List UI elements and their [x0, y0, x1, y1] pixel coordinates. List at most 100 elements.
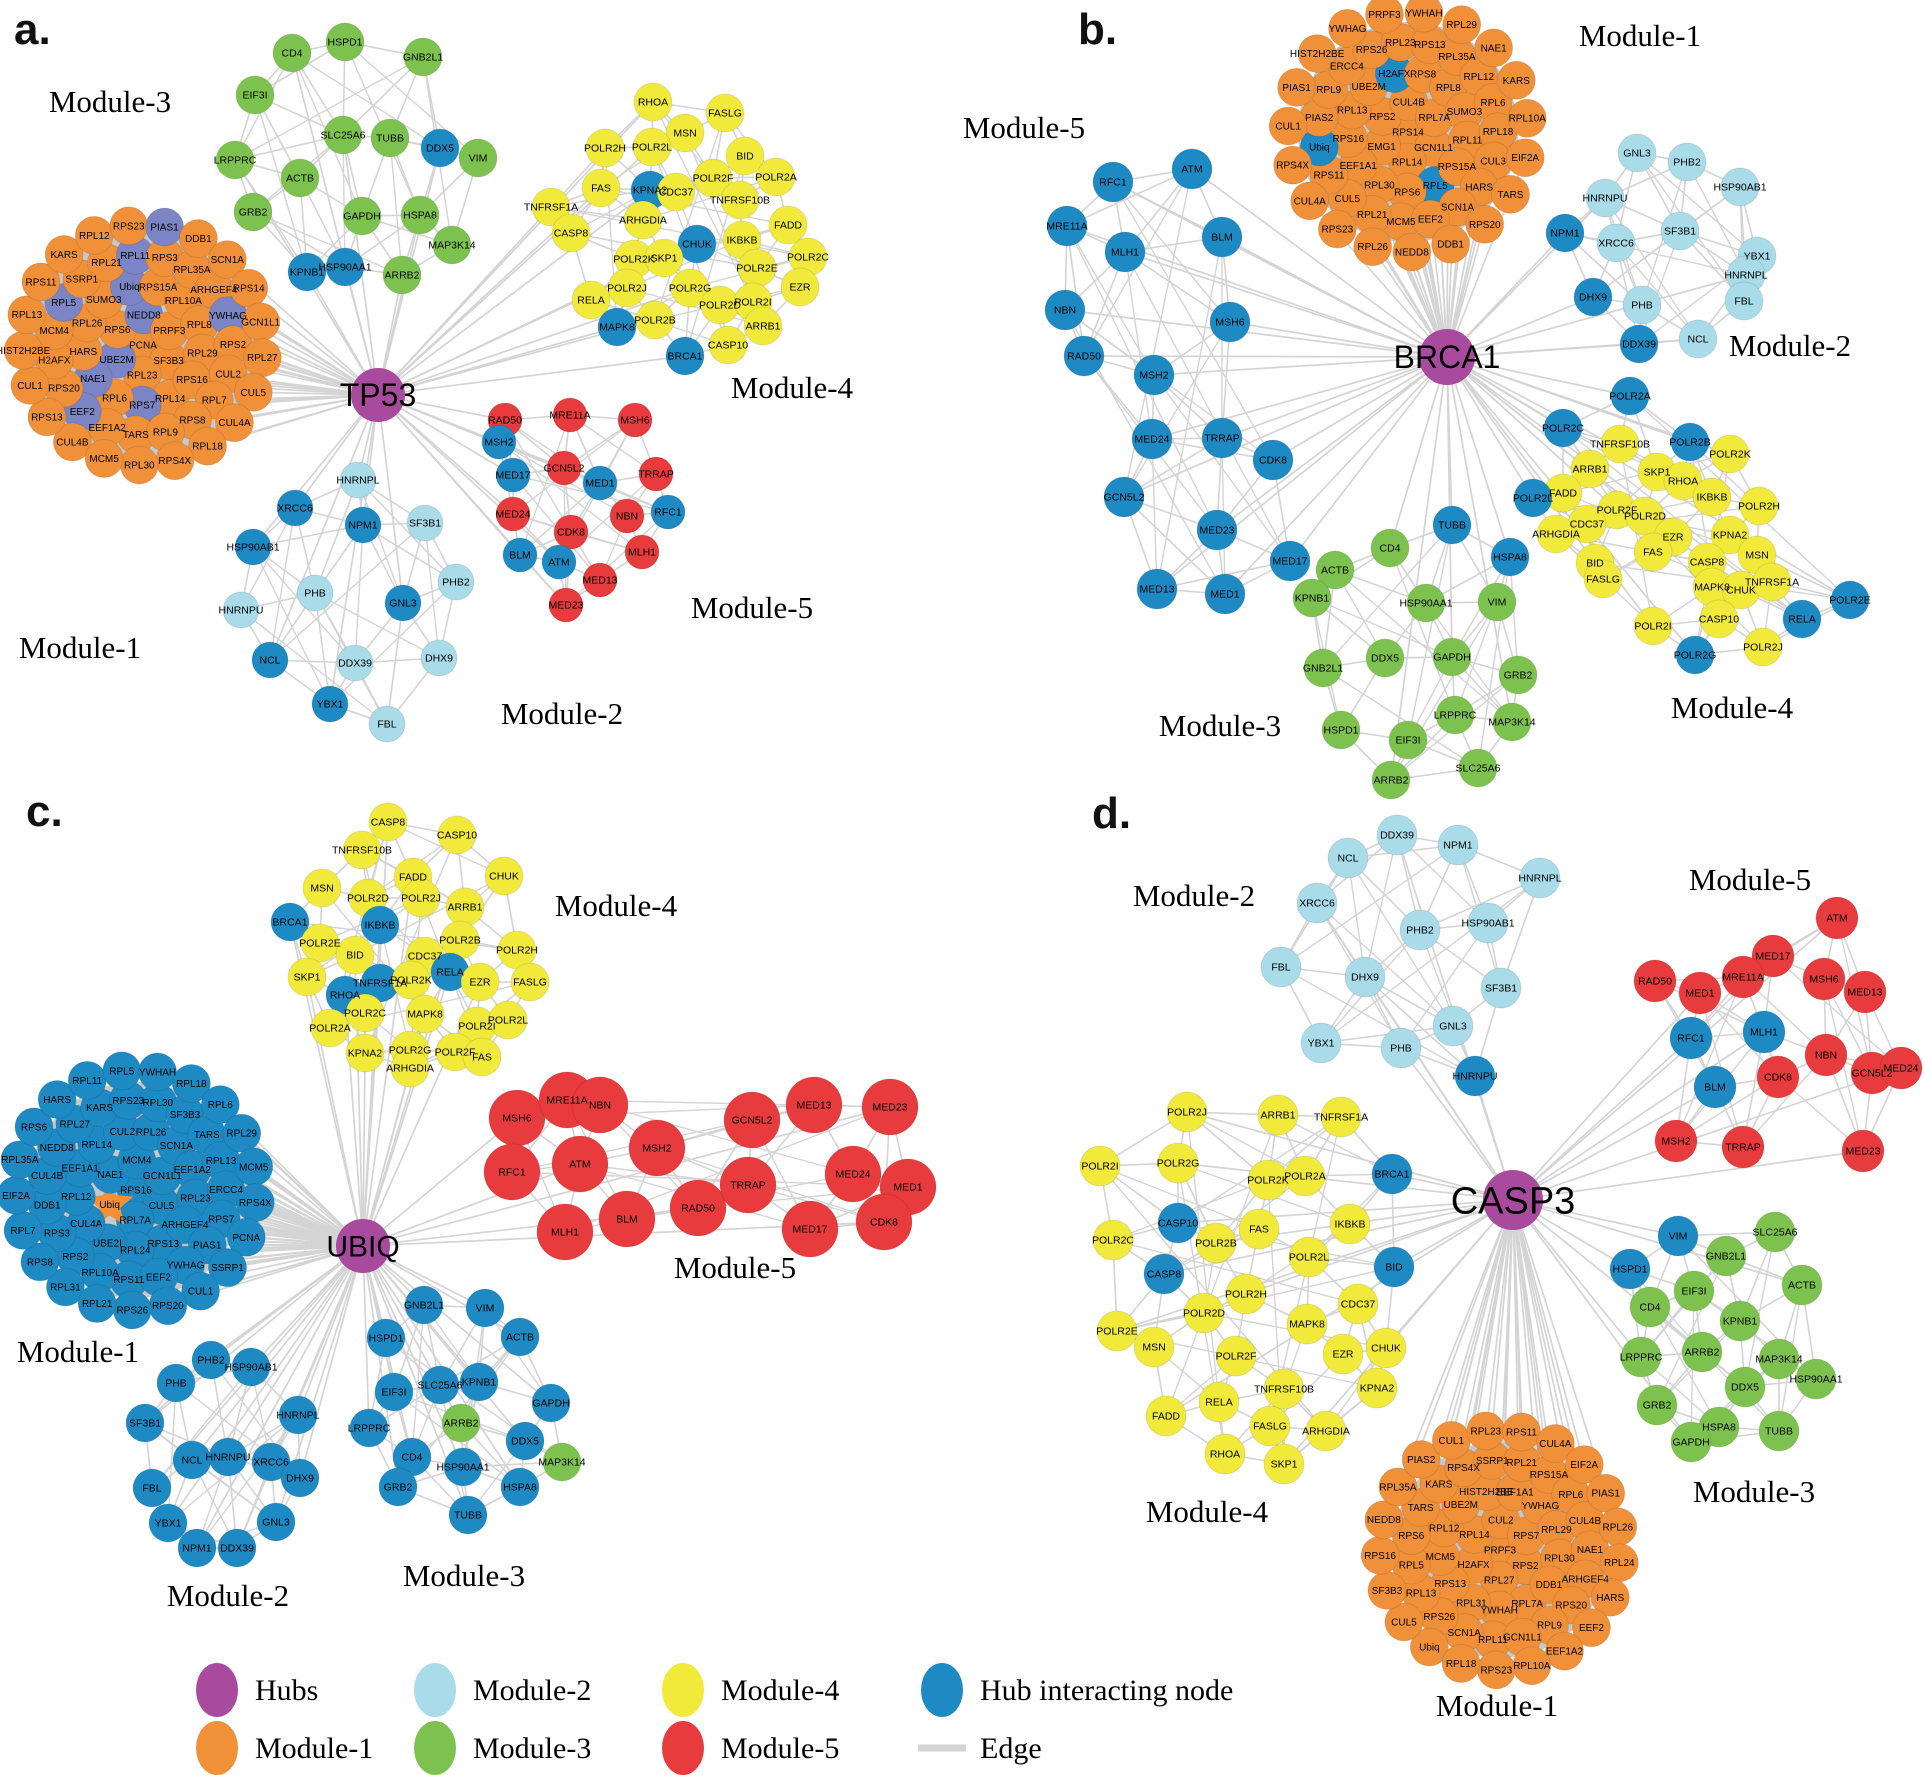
- node-label: HNRNPU: [219, 605, 264, 617]
- module-node: [1288, 1236, 1330, 1278]
- hub-edge: [1446, 343, 1640, 358]
- module-node: [378, 1467, 418, 1507]
- node-label: RPS13: [147, 1239, 179, 1250]
- node-label: RPL5: [109, 1066, 134, 1077]
- node-label: NCL: [181, 1455, 202, 1467]
- node-label: NPM1: [1443, 840, 1472, 852]
- edge: [1124, 251, 1153, 440]
- node-label: ARRB2: [384, 270, 419, 282]
- node-label: EEF1A2: [1546, 1647, 1584, 1658]
- node-label: POLR2A: [1284, 1171, 1325, 1183]
- module-node: [1670, 1421, 1712, 1463]
- node-label: TNFRSF1A: [353, 978, 407, 990]
- hub-edge: [1389, 356, 1448, 549]
- module-node: [623, 200, 663, 240]
- hub-edge: [1400, 1047, 1514, 1201]
- node-label: CUL5: [1334, 194, 1360, 205]
- module-node: [1384, 1602, 1424, 1642]
- node-label: RPS4X: [158, 456, 191, 467]
- edge: [1604, 197, 1699, 340]
- node-label: CASP8: [1690, 557, 1725, 569]
- node-label: FASLG: [513, 977, 547, 989]
- edge: [1454, 601, 1498, 716]
- module-node: [633, 82, 673, 122]
- node-label: NBN: [1815, 1050, 1837, 1062]
- node-label: EEF2: [1579, 1623, 1604, 1634]
- node-label: RPS7: [1513, 1531, 1540, 1542]
- node-label: RAD50: [488, 415, 522, 427]
- node-label: HSP90AB1: [224, 1362, 277, 1374]
- node-label: GNL3: [389, 598, 417, 610]
- hub-edge: [377, 394, 560, 563]
- node-label: RPS20: [1469, 220, 1501, 231]
- legend-swatch-m3: [414, 1721, 456, 1775]
- module-node: [1600, 424, 1640, 464]
- node-label: HSPD1: [368, 1333, 403, 1345]
- module-node: [1633, 959, 1677, 1003]
- node-label: MSH2: [1661, 1136, 1690, 1148]
- module-node: [1201, 417, 1243, 459]
- node-label: RPS4X: [1447, 1463, 1480, 1474]
- module-node: [1143, 1253, 1185, 1295]
- node-label: SSRP1: [1476, 1456, 1509, 1467]
- node-label: HSP90AA1: [1399, 598, 1452, 610]
- module-node: [342, 196, 382, 236]
- module-node: [276, 489, 314, 527]
- edge: [1364, 834, 1398, 978]
- hub-edge: [1191, 168, 1448, 358]
- node-label: MSH6: [1809, 974, 1838, 986]
- node-label: RPL6: [208, 1100, 233, 1111]
- node-label: MAPK8: [1694, 582, 1730, 594]
- edge: [389, 137, 403, 276]
- node-label: RPL26: [1357, 242, 1388, 253]
- edge: [252, 524, 364, 548]
- node-label: BID: [1586, 558, 1604, 570]
- module-node: [488, 1000, 528, 1040]
- module-node: [1721, 1125, 1765, 1169]
- node-label: PIAS2: [1305, 113, 1334, 124]
- node-label: NAE1: [1577, 1545, 1604, 1556]
- module-node: [125, 1403, 165, 1443]
- node-label: CUL1: [1275, 121, 1301, 132]
- module-node: [551, 1135, 609, 1193]
- module-node: [1719, 1300, 1761, 1342]
- module-node: [1490, 537, 1530, 577]
- hub-label: BRCA1: [1394, 339, 1501, 375]
- module-node: [510, 962, 550, 1002]
- node-label: ARRB1: [1572, 464, 1607, 476]
- module-node: [52, 422, 92, 462]
- node-label: POLR2C: [787, 252, 829, 264]
- node-label: POLR2B: [1669, 437, 1710, 449]
- node-label: MED1: [1210, 589, 1239, 601]
- node-label: CHUK: [489, 871, 519, 883]
- node-label: CUL4A: [1539, 1439, 1572, 1450]
- module-node: [1277, 67, 1317, 107]
- module-node: [1378, 1467, 1418, 1507]
- node-label: EZR: [1333, 1349, 1354, 1361]
- module-title: Module-4: [731, 370, 854, 405]
- node-label: RPL30: [1364, 180, 1395, 191]
- node-label: POLR2A: [309, 1023, 350, 1035]
- module-title: Module-3: [403, 1558, 525, 1593]
- module-node: [1373, 1246, 1415, 1288]
- hub-edge: [1512, 1037, 1692, 1201]
- hub-edge: [191, 1245, 364, 1461]
- node-label: EZR: [1663, 532, 1684, 544]
- hub-edge: [1446, 356, 1513, 723]
- node-label: RPL14: [81, 1140, 112, 1151]
- edge: [1322, 524, 1453, 669]
- module-node: [1371, 760, 1411, 800]
- node-label: RPS20: [1555, 1601, 1587, 1612]
- node-label: POLR2I: [458, 1021, 495, 1033]
- module-node: [1432, 505, 1472, 545]
- node-label: RPS16: [1333, 134, 1365, 145]
- node-label: RPS13: [1434, 1579, 1466, 1590]
- module-node: [635, 300, 675, 340]
- node-label: CUL1: [17, 381, 43, 392]
- module-node: [1063, 335, 1105, 377]
- node-label: RPL30: [1544, 1553, 1575, 1564]
- node-label: FASLG: [1253, 1421, 1287, 1433]
- module-node: [656, 172, 696, 212]
- node-label: TRRAP: [1725, 1142, 1761, 1154]
- hub-edge: [1446, 274, 1747, 358]
